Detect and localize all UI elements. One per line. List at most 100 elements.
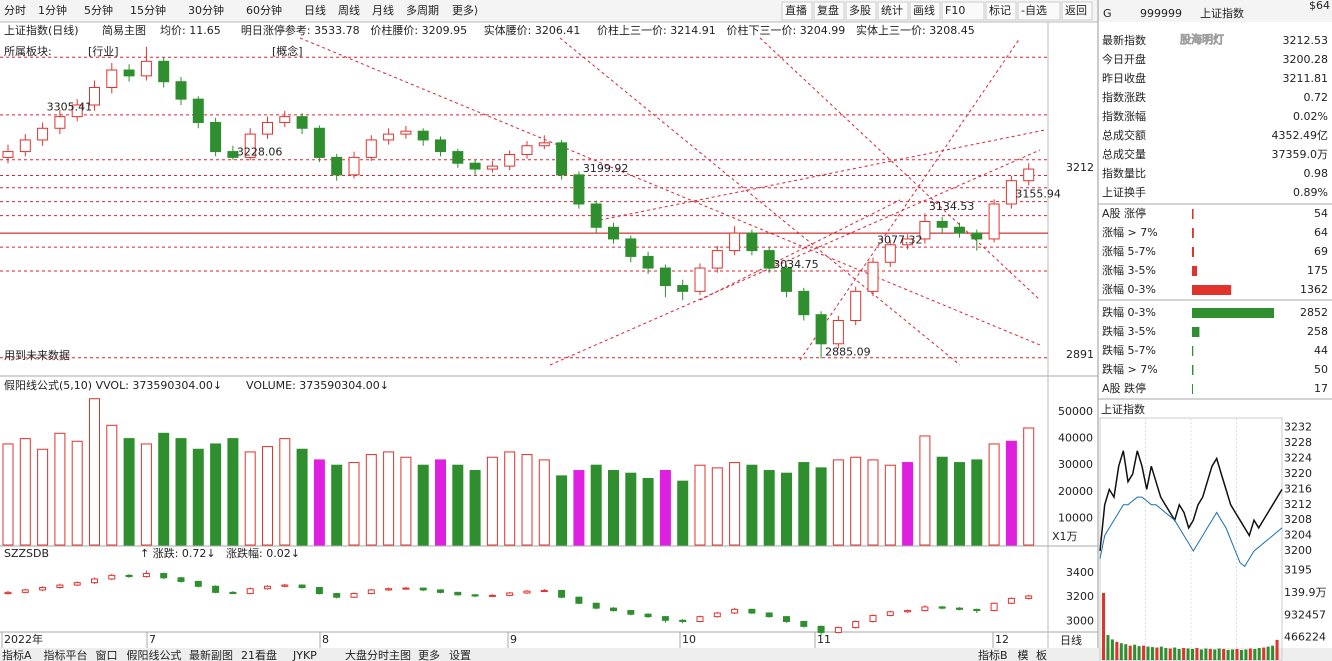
period-button[interactable]: 日线: [1060, 633, 1082, 647]
tool-button[interactable]: -自选: [1021, 4, 1047, 17]
vol-title: 假阳线公式(5,10) VVOL: 373590304.00↓: [4, 378, 222, 392]
tool-button[interactable]: 画线: [913, 3, 935, 17]
bottom-tab[interactable]: 21看盘: [241, 648, 277, 661]
breadth-bar: [1192, 327, 1200, 337]
annotation: 3228.06: [237, 146, 283, 159]
stat-value: 37359.0万: [1272, 148, 1329, 161]
candle-body: [194, 580, 202, 587]
tool-button[interactable]: 直播: [785, 3, 807, 17]
breadth-value: 175: [1307, 264, 1328, 277]
bottom-tab[interactable]: 设置: [449, 649, 471, 661]
period-tab[interactable]: 60分钟: [246, 3, 282, 17]
candle-body: [523, 590, 531, 594]
candle-body: [817, 625, 825, 633]
breadth-value: 1362: [1300, 283, 1328, 296]
bottom-tab[interactable]: 指标B: [978, 648, 1008, 661]
period-tab[interactable]: 更多⟩: [452, 3, 478, 17]
tool-button-bg: [877, 1, 909, 21]
period-tab[interactable]: 周线: [338, 3, 360, 17]
tool-button[interactable]: F10: [945, 4, 965, 17]
volume-bar: [538, 459, 550, 546]
y-tick-label: 3220: [1284, 467, 1312, 480]
name: 上证指数: [1200, 6, 1244, 20]
candle-body: [486, 165, 498, 170]
period-tab[interactable]: 15分钟: [130, 3, 166, 17]
candle-body: [990, 602, 998, 612]
bottom-bar: [0, 648, 1332, 661]
y-tick-label: 3232: [1284, 421, 1312, 434]
mini-volume: [1199, 649, 1203, 660]
volume-bar: [244, 451, 256, 546]
period-tab[interactable]: 月线: [372, 3, 394, 17]
volume-bar: [140, 443, 152, 546]
breadth-bar: [1192, 346, 1194, 356]
volume-bar: [175, 438, 187, 546]
breadth-value: 2852: [1300, 306, 1328, 319]
candle-body: [538, 142, 550, 147]
x-tick-label: 11: [817, 633, 831, 646]
period-tab[interactable]: 分时: [4, 4, 26, 17]
x-tick-label: 9: [510, 633, 517, 646]
period-tab[interactable]: 日线: [304, 3, 326, 17]
period-tab[interactable]: 5分钟: [84, 3, 113, 17]
stat-value: 0.98: [1304, 167, 1329, 180]
tool-button[interactable]: 标记: [989, 3, 1011, 17]
mini-volume: [1142, 645, 1146, 660]
note: 用到未来数据: [4, 348, 70, 362]
period-tab[interactable]: 30分钟: [188, 3, 224, 17]
period-tab[interactable]: 1分钟: [38, 3, 67, 17]
candle-body: [832, 319, 844, 345]
bottom-tab[interactable]: 指标A: [2, 648, 32, 661]
bottom-tab[interactable]: JYKP: [292, 649, 317, 661]
candle-body: [437, 589, 444, 593]
breadth-value: 54: [1314, 207, 1328, 220]
breadth-value: 17: [1314, 382, 1328, 395]
bottom-tab[interactable]: 最新副图: [189, 648, 233, 661]
vol-tick-label: 932457: [1284, 608, 1326, 621]
candle-body: [262, 121, 273, 135]
bottom-tab[interactable]: 板: [1036, 648, 1047, 661]
y-tick-label: 3200: [1066, 590, 1094, 603]
candle-body: [713, 612, 721, 618]
volume-bar: [590, 464, 602, 546]
mini-volume: [1195, 648, 1199, 660]
bottom-tab[interactable]: 假阳线公式: [127, 648, 182, 661]
mini-volume: [1115, 641, 1119, 660]
candle-body: [123, 69, 135, 77]
mini-volume: [1217, 648, 1221, 660]
volume-bar: [192, 448, 204, 546]
stat-label: 指数涨幅: [1102, 109, 1146, 123]
mini-volume: [1177, 648, 1181, 660]
breadth-value: 44: [1314, 344, 1328, 357]
tool-button[interactable]: 复盘: [817, 3, 839, 17]
mini-volume: [1133, 644, 1137, 660]
bottom-tab[interactable]: 模: [1018, 649, 1029, 661]
candle-body: [37, 127, 49, 141]
candle-body: [452, 151, 464, 164]
candle-body: [400, 130, 412, 135]
volume-bar: [504, 451, 516, 546]
breadth-bar: [1192, 266, 1198, 276]
tool-button[interactable]: 返回: [1065, 4, 1087, 17]
tool-button[interactable]: 统计: [881, 4, 903, 17]
bottom-tab[interactable]: 窗口: [96, 648, 118, 661]
tool-button[interactable]: 多股: [849, 3, 871, 17]
bottom-tab[interactable]: 大盘分时主图: [345, 648, 411, 661]
watermark: 股海明灯: [1180, 32, 1224, 46]
trend-lines: [299, 37, 1046, 366]
volume-bar: [521, 454, 533, 546]
candle-body: [1023, 168, 1035, 182]
y-tick-label: 3228: [1284, 436, 1312, 449]
candle-body: [815, 314, 827, 345]
mini-volume: [1262, 647, 1266, 660]
period-tab[interactable]: 多周期: [406, 3, 439, 17]
bottom-tab[interactable]: 指标平台: [44, 648, 88, 661]
bottom-tab[interactable]: 更多: [418, 648, 440, 661]
volume-bar: [556, 475, 568, 546]
volume-bar: [642, 478, 654, 546]
candle-body: [763, 250, 775, 269]
mini-volume: [1271, 645, 1275, 660]
volume-bar: [763, 470, 775, 546]
tool-button-bg: [781, 1, 813, 21]
candle-body: [333, 593, 341, 598]
